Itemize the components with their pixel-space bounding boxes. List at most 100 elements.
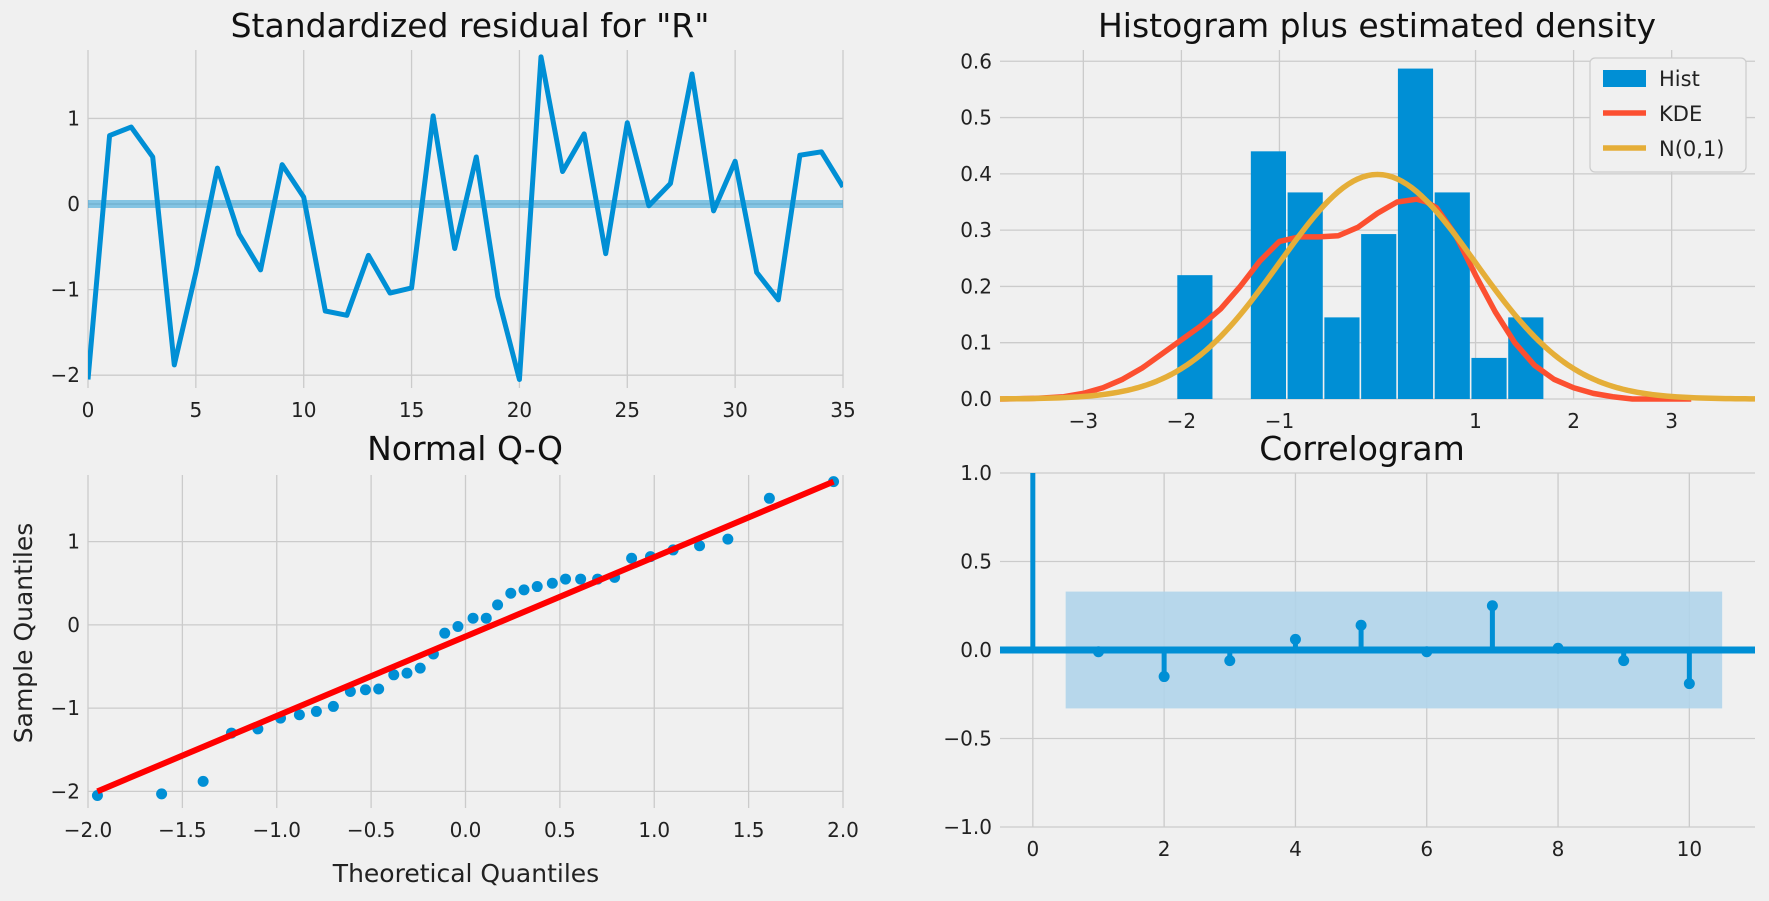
x-tick-label: 0	[1026, 837, 1039, 861]
qq-x-axis-label: Theoretical Quantiles	[332, 859, 599, 888]
qq-point	[722, 533, 734, 545]
x-tick-label: 1.0	[638, 818, 670, 842]
qq-point	[763, 492, 775, 504]
qq-plot: −2.0 −1.5 −1.0 −0.5 0.0 0.5 1.0 1.5 2.0 −2 −1 0 1	[51, 475, 859, 842]
qq-point	[310, 705, 322, 717]
qq-point	[492, 599, 504, 611]
qq-point	[575, 573, 587, 585]
residual-plot: 0 5 10 15 20 25 30 35 −2 −1 0 1	[51, 50, 856, 422]
acf-marker	[1683, 678, 1695, 690]
residual-title: Standardized residual for "R"	[231, 6, 710, 45]
histogram-bar	[1361, 234, 1397, 399]
x-tick-label: −0.5	[347, 818, 396, 842]
y-tick-label: 0.1	[960, 331, 992, 355]
qq-point	[531, 581, 543, 593]
histogram-bar	[1324, 317, 1360, 399]
qq-point	[518, 584, 530, 596]
x-tick-label: −3	[1069, 409, 1098, 433]
x-tick-label: 30	[722, 398, 747, 422]
y-tick-label: 0.6	[960, 49, 992, 73]
x-tick-label: 20	[507, 398, 532, 422]
x-tick-label: 4	[1289, 837, 1302, 861]
qq-point	[197, 775, 209, 787]
y-tick-label: 0.0	[960, 638, 992, 662]
kde-curve	[999, 196, 1692, 402]
qq-point	[467, 612, 479, 624]
acf-marker	[1092, 646, 1104, 658]
histogram-bar	[1471, 357, 1507, 399]
acf-marker	[1486, 600, 1498, 612]
x-tick-label: 0.5	[544, 818, 576, 842]
x-tick-label: 10	[1677, 837, 1702, 861]
x-tick-label: 3	[1665, 409, 1678, 433]
y-tick-label: 1	[67, 106, 80, 130]
histogram-bar	[1287, 192, 1323, 399]
histogram-title: Histogram plus estimated density	[1098, 6, 1656, 45]
acf-marker	[1421, 646, 1433, 658]
qq-point	[327, 700, 339, 712]
qq-point	[414, 662, 426, 674]
x-tick-label: 2	[1158, 837, 1171, 861]
qq-title: Normal Q-Q	[367, 429, 563, 468]
qq-point	[156, 788, 168, 800]
qq-point	[546, 577, 558, 589]
y-tick-label: −1.0	[943, 815, 992, 839]
x-tick-label: 6	[1420, 837, 1433, 861]
y-tick-label: 0.5	[960, 106, 992, 130]
qq-point	[560, 573, 572, 585]
x-tick-label: 25	[615, 398, 640, 422]
x-tick-label: 1	[1469, 409, 1482, 433]
qq-reference-line	[96, 478, 835, 795]
x-tick-label: −1.5	[158, 818, 207, 842]
qq-point	[401, 667, 413, 679]
correlogram-plot: 0 2 4 6 8 10 −1.0 −0.5 0.0 0.5 1.0	[943, 461, 1755, 861]
qq-point	[388, 669, 400, 681]
y-tick-label: −1	[51, 278, 80, 302]
acf-marker	[1224, 655, 1236, 667]
acf-marker	[1158, 671, 1170, 683]
x-tick-label: 1.5	[733, 818, 765, 842]
legend-hist-label: Hist	[1659, 67, 1700, 91]
y-tick-label: 0.3	[960, 218, 992, 242]
histogram-plot: −3 −2 −1 1 2 3 0.0 0.1 0.2 0.3 0.4 0.5 0.6 Hist KDE N(0…	[960, 49, 1756, 433]
acf-marker	[1618, 655, 1630, 667]
y-tick-label: 0.2	[960, 274, 992, 298]
x-tick-label: 35	[830, 398, 855, 422]
qq-point	[373, 683, 385, 695]
y-tick-label: −1	[51, 696, 80, 720]
x-tick-label: 15	[399, 398, 424, 422]
histogram-bar	[1397, 68, 1434, 399]
acf-marker	[1289, 633, 1301, 645]
x-tick-label: −1.0	[252, 818, 301, 842]
x-tick-label: 0	[82, 398, 95, 422]
correlogram-title: Correlogram	[1259, 429, 1465, 468]
qq-point	[439, 627, 451, 639]
x-tick-label: 10	[291, 398, 316, 422]
x-tick-label: −1	[1265, 409, 1294, 433]
normal-curve	[999, 171, 1756, 402]
qq-y-axis-label: Sample Quantiles	[9, 523, 38, 743]
legend-hist-swatch	[1603, 70, 1646, 87]
x-tick-label: −2.0	[64, 818, 113, 842]
qq-point	[359, 684, 371, 696]
x-tick-label: 2.0	[827, 818, 859, 842]
qq-point	[626, 552, 638, 564]
x-tick-label: 0.0	[450, 818, 482, 842]
qq-point	[452, 621, 464, 633]
legend-normal-label: N(0,1)	[1659, 137, 1725, 161]
qq-point	[293, 709, 305, 721]
y-tick-label: 1	[67, 530, 80, 554]
y-tick-label: 0	[67, 613, 80, 637]
y-tick-label: 0.5	[960, 550, 992, 574]
y-tick-label: −0.5	[943, 727, 992, 751]
y-tick-label: 0	[67, 192, 80, 216]
y-tick-label: 0.0	[960, 387, 992, 411]
qq-point	[505, 587, 517, 599]
x-tick-label: 2	[1567, 409, 1580, 433]
histogram-bar	[1434, 192, 1470, 399]
y-tick-label: 0.4	[960, 162, 992, 186]
residual-series-line	[88, 54, 843, 382]
x-tick-label: 8	[1552, 837, 1565, 861]
acf-marker	[1355, 619, 1367, 631]
